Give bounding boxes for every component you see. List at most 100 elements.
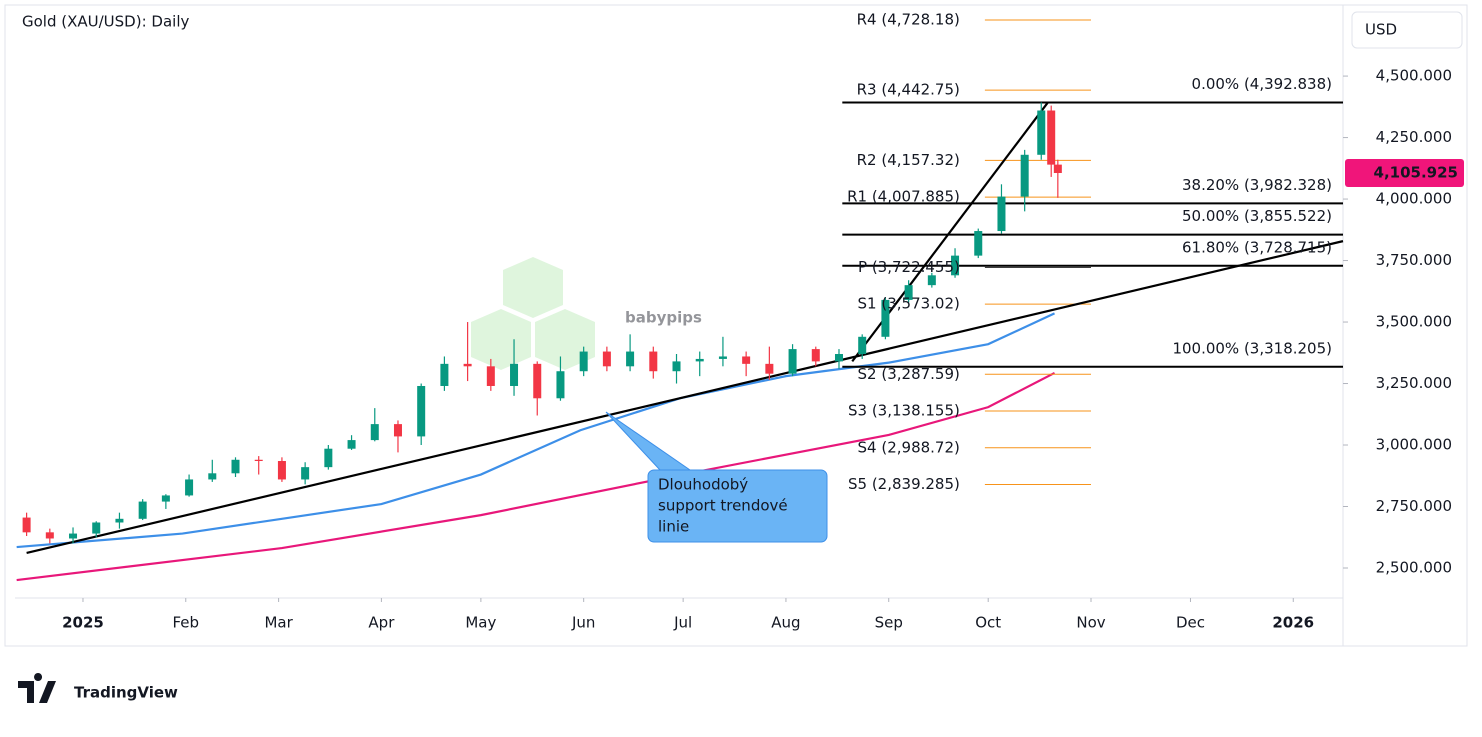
watermark xyxy=(471,257,595,370)
candle-body xyxy=(904,285,913,300)
x-tick-label: Nov xyxy=(1076,614,1105,632)
candle-body xyxy=(301,467,310,480)
pivot-label: S1 (3,573.02) xyxy=(858,295,960,313)
pivot-label: R3 (4,442.75) xyxy=(857,81,960,99)
watermark-text: babypips xyxy=(625,309,702,327)
candle-body xyxy=(695,358,704,362)
candle-body xyxy=(440,363,449,386)
chart-frame xyxy=(4,4,1468,647)
candle-body xyxy=(649,351,658,372)
x-tick-label: May xyxy=(465,614,496,632)
candle-body xyxy=(556,371,565,399)
plot-area xyxy=(16,19,1344,582)
candle-body xyxy=(997,196,1006,232)
candle-body xyxy=(231,459,240,474)
candle-body xyxy=(1047,110,1056,165)
x-tick-label: Jun xyxy=(571,614,595,632)
annotation-line: support trendové xyxy=(658,497,788,515)
pivot-label: R2 (4,157.32) xyxy=(857,151,960,169)
candle-body xyxy=(1053,164,1062,174)
candle-body xyxy=(788,349,797,374)
candle-body xyxy=(69,533,78,539)
y-tick-label: 3,000.000 xyxy=(1376,436,1452,454)
currency-label[interactable]: USD xyxy=(1365,21,1397,39)
candle-body xyxy=(951,255,960,276)
pivot-label: S2 (3,287.59) xyxy=(858,365,960,383)
x-tick-label: 2026 xyxy=(1272,614,1314,632)
fib-label: 50.00% (3,855.522) xyxy=(1182,207,1332,225)
candle-body xyxy=(324,448,333,468)
y-tick-label: 4,500.000 xyxy=(1376,67,1452,85)
candle-body xyxy=(765,363,774,374)
y-tick-label: 2,750.000 xyxy=(1376,497,1452,515)
candle-body xyxy=(1037,110,1046,155)
y-tick-label: 4,000.000 xyxy=(1376,190,1452,208)
brand-logo xyxy=(18,673,56,703)
x-tick-label: Feb xyxy=(172,614,199,632)
pivot-label: R4 (4,728.18) xyxy=(857,10,960,28)
trendline xyxy=(26,240,1344,555)
x-tick-label: Dec xyxy=(1176,614,1205,632)
annotation-text: Dlouhodobý support trendové linie xyxy=(658,476,788,536)
x-tick-label: Aug xyxy=(771,614,800,632)
chart-title: Gold (XAU/USD): Daily xyxy=(22,13,189,31)
candle-body xyxy=(463,363,472,367)
candle-body xyxy=(927,275,936,286)
candle-body xyxy=(486,366,495,386)
candle-body xyxy=(1020,154,1029,197)
candle-body xyxy=(881,299,890,337)
pivot-label: S3 (3,138.155) xyxy=(848,402,960,420)
pivot-label: R1 (4,007.885) xyxy=(847,188,960,206)
candle-body xyxy=(22,517,31,533)
candle-body xyxy=(138,501,147,519)
fib-label: 100.00% (3,318.205) xyxy=(1172,339,1332,357)
candle-body xyxy=(858,336,867,355)
candle-body xyxy=(579,351,588,372)
x-tick-label: 2025 xyxy=(62,614,104,632)
candle-body xyxy=(718,356,727,359)
pivot-label: S5 (2,839.285) xyxy=(848,475,960,493)
candle-body xyxy=(510,363,519,386)
x-tick-label: Apr xyxy=(368,614,395,632)
candle-body xyxy=(161,495,170,502)
candle-body xyxy=(185,479,194,496)
pivot-label: S4 (2,988.72) xyxy=(858,438,960,456)
pivot-label: P (3,722.455) xyxy=(858,258,960,276)
candle-body xyxy=(393,424,402,437)
candle-body xyxy=(208,473,217,480)
y-tick-label: 3,500.000 xyxy=(1376,313,1452,331)
x-tick-label: Jul xyxy=(673,614,692,632)
fib-label: 61.80% (3,728.715) xyxy=(1182,238,1332,256)
y-tick-label: 2,500.000 xyxy=(1376,558,1452,576)
candle-body xyxy=(254,459,263,462)
candle-body xyxy=(92,522,101,534)
candle-body xyxy=(277,461,286,480)
candle-body xyxy=(533,363,542,399)
moving-average xyxy=(16,312,1055,549)
candle-body xyxy=(417,385,426,437)
candle-body xyxy=(45,532,54,539)
brand-name: TradingView xyxy=(74,684,178,702)
x-tick-label: Sep xyxy=(875,614,903,632)
currency-button[interactable] xyxy=(1351,11,1463,49)
fib-label: 38.20% (3,982.328) xyxy=(1182,176,1332,194)
x-tick-label: Oct xyxy=(975,614,1001,632)
fib-label: 0.00% (4,392.838) xyxy=(1192,75,1332,93)
annotation-line: Dlouhodobý xyxy=(658,476,748,494)
candle-body xyxy=(811,349,820,362)
candle-body xyxy=(370,424,379,441)
annotation-line: linie xyxy=(658,518,689,536)
annotation xyxy=(605,411,828,543)
y-tick-label: 3,250.000 xyxy=(1376,374,1452,392)
candle-body xyxy=(974,231,983,256)
candle-body xyxy=(602,351,611,367)
candle-body xyxy=(834,354,843,362)
x-tick-label: Mar xyxy=(264,614,293,632)
candle-body xyxy=(347,440,356,449)
candle-body xyxy=(742,356,751,364)
candle-body xyxy=(672,361,681,372)
y-tick-label: 4,250.000 xyxy=(1376,128,1452,146)
y-tick-label: 3,750.000 xyxy=(1376,251,1452,269)
candle-body xyxy=(115,518,124,523)
